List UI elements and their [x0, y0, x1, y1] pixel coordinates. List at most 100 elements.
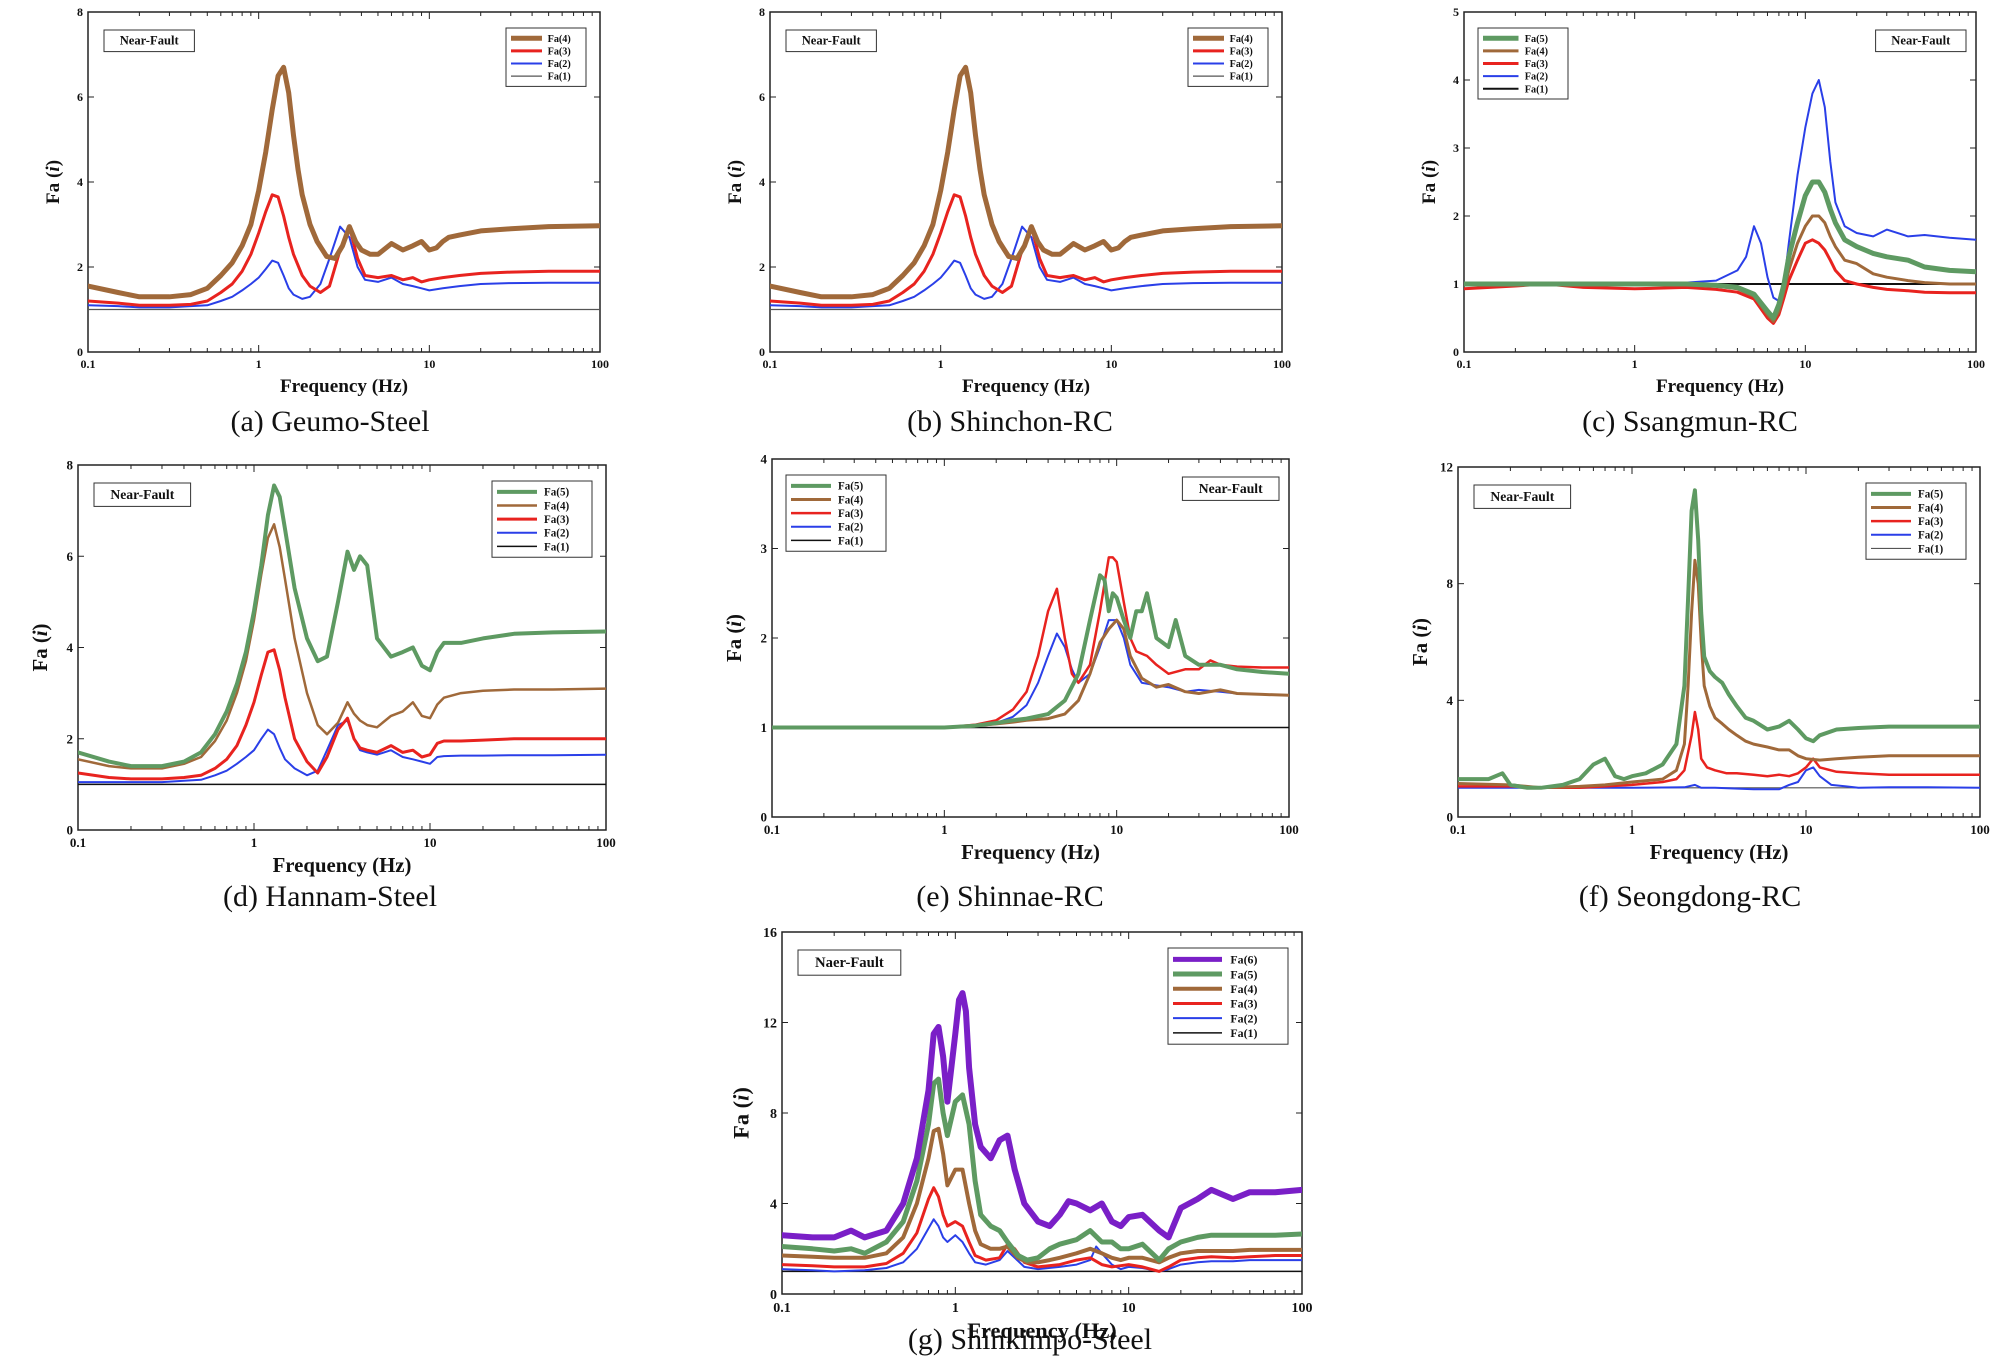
annotation-label: Near-Fault — [802, 34, 862, 48]
y-tick-label: 4 — [759, 175, 765, 189]
y-tick-label: 8 — [759, 5, 765, 19]
y-tick-label: 3 — [1453, 141, 1459, 155]
y-tick-label: 0 — [761, 810, 768, 825]
x-axis-label: Frequency (Hz) — [1650, 841, 1789, 864]
caption-d: (d) Hannam-Steel — [222, 880, 438, 913]
y-tick-label: 6 — [77, 90, 83, 104]
series-line-fa5 — [782, 1076, 1302, 1263]
y-tick-label: 4 — [770, 1197, 777, 1212]
annotation-label: Near-Fault — [110, 487, 174, 502]
x-tick-label: 100 — [1292, 1301, 1313, 1316]
legend-label: Fa(4) — [1230, 982, 1257, 996]
annotation-label: Near-Fault — [1199, 481, 1263, 496]
y-tick-label: 2 — [77, 260, 83, 274]
legend-label: Fa(5) — [1918, 489, 1943, 501]
legend-label: Fa(1) — [544, 541, 569, 553]
legend-label: Fa(1) — [1230, 1026, 1257, 1040]
caption-g: (g) Shinkimpo-Steel — [907, 1323, 1153, 1356]
annotation-box — [103, 29, 195, 53]
y-tick-label: 8 — [1447, 576, 1454, 591]
x-tick-label: 10 — [1110, 822, 1123, 837]
legend-label: Fa(4) — [548, 34, 571, 45]
x-tick-label: 100 — [1970, 822, 1990, 837]
x-tick-label: 1 — [1632, 357, 1638, 371]
y-tick-label: 0 — [77, 345, 83, 359]
series-line-fa2 — [772, 619, 1289, 729]
y-tick-label: 2 — [759, 260, 765, 274]
legend-label: Fa(3) — [1918, 516, 1943, 528]
legend-label: Fa(4) — [838, 494, 863, 506]
y-tick-label: 3 — [761, 541, 768, 556]
caption-b: (b) Shinchon-RC — [907, 405, 1113, 438]
chart-g: 0.1 1 10 100 0 4 8 12 16 Frequency (Hz) Fa (i) Fa(6… — [728, 926, 1313, 1343]
y-tick-label: 1 — [761, 720, 768, 735]
plot-frame — [1463, 11, 1977, 353]
annotation-label: Naer-Fault — [815, 955, 884, 971]
annotation-box — [93, 482, 192, 507]
x-tick-label: 0.1 — [773, 1301, 791, 1316]
legend-label: Fa(2) — [544, 528, 569, 540]
x-tick-label: 1 — [251, 835, 258, 850]
series-line-fa4 — [1464, 214, 1976, 323]
x-tick-label: 1 — [941, 822, 948, 837]
y-tick-label: 8 — [67, 458, 74, 473]
annotation-label: Near-Fault — [1490, 489, 1554, 504]
chart-a: 0.1 1 10 100 0 2 4 6 8 Frequency (Hz) Fa (i) Fa(4) F… — [43, 5, 609, 397]
y-tick-label: 4 — [77, 175, 83, 189]
x-tick-label: 1 — [256, 357, 262, 371]
y-tick-label: 0 — [770, 1288, 777, 1303]
y-tick-label: 16 — [763, 926, 777, 941]
x-tick-label: 10 — [1799, 357, 1811, 371]
annotation-label: Near-Fault — [120, 34, 180, 48]
y-tick-label: 4 — [1453, 73, 1459, 87]
legend-label: Fa(1) — [1230, 72, 1253, 83]
legend-label: Fa(2) — [838, 522, 863, 534]
legend-label: Fa(4) — [1525, 47, 1548, 58]
series-line-fa3 — [770, 193, 1282, 307]
series-line-fa5 — [1464, 179, 1976, 321]
series-line-fa3 — [1464, 238, 1976, 325]
legend-label: Fa(4) — [1918, 502, 1943, 514]
y-tick-label: 8 — [770, 1107, 777, 1122]
x-tick-label: 10 — [1122, 1301, 1136, 1316]
x-tick-label: 1 — [938, 357, 944, 371]
chart-panel-e: 0.1 1 10 100 0 1 2 3 4 Frequency (Hz) Fa (i) Fa(5) F… — [680, 452, 1320, 925]
legend-label: Fa(5) — [1525, 34, 1548, 45]
series-line-fa6 — [782, 990, 1302, 1241]
x-tick-label: 10 — [424, 835, 437, 850]
legend-label: Fa(5) — [1230, 967, 1257, 981]
x-tick-label: 10 — [423, 357, 435, 371]
legend-label: Fa(3) — [1230, 47, 1253, 58]
x-tick-label: 1 — [952, 1301, 959, 1316]
chart-c: 0.1 1 10 100 0 1 2 3 4 5 Frequency (Hz) Fa (i) Fa(5)… — [1419, 5, 1985, 397]
legend-label: Fa(6) — [1230, 953, 1257, 967]
x-tick-label: 0.1 — [1450, 822, 1466, 837]
y-tick-label: 0 — [1453, 345, 1459, 359]
series-line-fa2 — [78, 719, 606, 784]
x-tick-label: 10 — [1105, 357, 1117, 371]
x-axis-label: Frequency (Hz) — [1656, 376, 1784, 397]
annotation-label: Near-Fault — [1891, 34, 1951, 48]
y-axis-label: Fa (i) — [725, 160, 746, 204]
annotation-box — [785, 29, 877, 53]
legend-label: Fa(1) — [1525, 84, 1548, 95]
x-axis-label: Frequency (Hz) — [280, 376, 408, 397]
y-tick-label: 12 — [1440, 460, 1453, 475]
series-group — [1464, 79, 1976, 325]
y-tick-label: 6 — [67, 549, 74, 564]
series-line-fa4 — [770, 64, 1282, 300]
chart-panel-a: 0.1 1 10 100 0 2 4 6 8 Frequency (Hz) Fa (i) Fa(4) F… — [0, 0, 620, 450]
series-line-fa5 — [78, 483, 606, 769]
legend-label: Fa(3) — [548, 47, 571, 58]
legend-label: Fa(3) — [1525, 59, 1548, 70]
series-group — [772, 556, 1289, 730]
series-group — [770, 64, 1282, 311]
y-tick-label: 2 — [67, 731, 74, 746]
x-tick-label: 0.1 — [764, 822, 780, 837]
x-axis-label: Frequency (Hz) — [273, 854, 412, 877]
y-tick-label: 12 — [763, 1016, 777, 1031]
legend-label: Fa(3) — [1230, 997, 1257, 1011]
y-tick-label: 8 — [77, 5, 83, 19]
caption-c: (c) Ssangmun-RC — [1582, 405, 1798, 438]
